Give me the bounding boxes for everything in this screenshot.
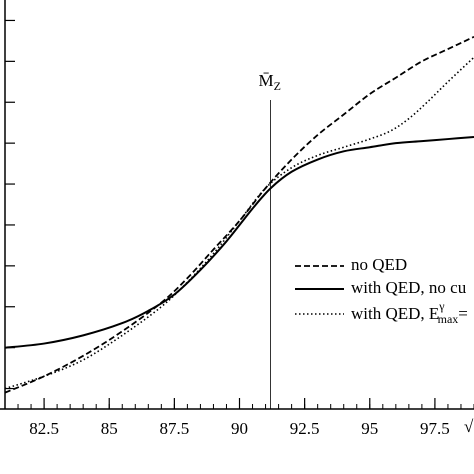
x-tick-label: 92.5 [290, 419, 320, 438]
x-tick-label: 90 [231, 419, 248, 438]
legend-label-no-qed: no QED [351, 255, 407, 274]
x-tick-label: 87.5 [159, 419, 189, 438]
legend-label-with-qed-emax: with QED, Eγ max= [351, 299, 468, 326]
legend: no QED with QED, no cu with QED, Eγ max= [295, 255, 468, 326]
x-tick-label: 95 [361, 419, 378, 438]
series-line-no-qed [4, 35, 474, 394]
legend-label-emax-tail: = [458, 304, 468, 323]
legend-label-emax-sub: max [438, 312, 459, 326]
x-tick-label: 82.5 [29, 419, 59, 438]
x-tick-label: 97.5 [420, 419, 450, 438]
x-axis-label: √ [464, 417, 474, 436]
x-ticks: 82.5 85 87.5 90 92.5 95 97.5 [29, 398, 450, 438]
mz-reference-label: M̄Z [259, 71, 281, 93]
y-ticks [5, 19, 15, 390]
x-tick-label: 85 [101, 419, 118, 438]
legend-label-emax-main: with QED, E [351, 304, 439, 323]
series-line-with-qed-no-cut [4, 136, 474, 349]
mz-label-main: M̄ [259, 71, 274, 90]
legend-label-emax-sup: γ [438, 299, 445, 313]
legend-label-with-qed-no-cut: with QED, no cu [351, 278, 467, 297]
mz-label-sub: Z [274, 79, 281, 93]
series-line-with-qed-emax [4, 56, 474, 390]
